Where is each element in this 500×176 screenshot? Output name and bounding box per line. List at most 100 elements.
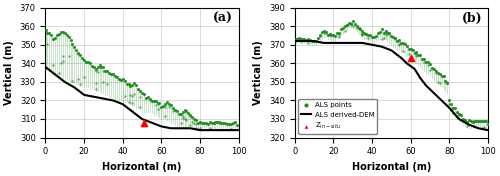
Point <box>386 33 394 36</box>
Point <box>216 122 224 125</box>
Point <box>358 30 366 33</box>
Point <box>154 102 162 104</box>
Point <box>109 72 117 75</box>
Point <box>120 95 128 98</box>
Point <box>208 122 216 124</box>
Point <box>206 121 214 124</box>
Point <box>126 94 134 96</box>
Point <box>227 127 235 130</box>
Point <box>296 40 304 43</box>
Point <box>47 33 55 36</box>
Point <box>74 52 82 54</box>
Point <box>414 54 422 56</box>
Point <box>167 104 175 107</box>
Point <box>432 70 440 73</box>
Point <box>306 39 314 42</box>
Point <box>376 30 384 33</box>
Point <box>364 36 372 39</box>
Point <box>470 125 478 128</box>
Point <box>362 32 370 35</box>
Point <box>434 71 442 74</box>
Point <box>49 64 57 66</box>
Point <box>420 58 428 61</box>
Point <box>474 119 482 122</box>
Point <box>358 34 366 37</box>
Point <box>57 62 65 65</box>
Point <box>390 36 398 39</box>
Point <box>330 34 338 37</box>
Point <box>202 122 210 124</box>
Point <box>76 83 84 86</box>
Point <box>457 114 465 116</box>
Point <box>350 23 358 26</box>
Point <box>169 107 177 109</box>
Point <box>292 38 300 41</box>
Point <box>404 47 412 50</box>
Point <box>51 37 59 40</box>
Point <box>146 99 154 102</box>
Y-axis label: Vertical (m): Vertical (m) <box>4 40 14 105</box>
Point <box>216 121 224 124</box>
Point <box>352 26 360 29</box>
Point <box>424 63 432 66</box>
Point <box>356 28 364 30</box>
Point <box>128 102 136 105</box>
Point <box>461 119 469 122</box>
Point <box>76 54 84 57</box>
Point <box>348 19 356 22</box>
Point <box>378 27 386 30</box>
Point <box>136 105 144 108</box>
Point <box>358 32 366 35</box>
Point <box>218 121 226 124</box>
Point <box>444 81 452 83</box>
Point <box>418 58 426 61</box>
Point <box>358 31 366 34</box>
Point <box>156 102 164 105</box>
Point <box>410 51 418 54</box>
Point <box>212 121 220 124</box>
Point <box>292 38 300 40</box>
Point <box>136 96 144 99</box>
Point <box>72 49 80 51</box>
Point <box>225 122 233 125</box>
Point <box>59 59 67 62</box>
Point <box>219 122 227 124</box>
Point <box>186 123 194 126</box>
Point <box>80 76 88 78</box>
Point <box>412 53 420 56</box>
Point <box>320 29 328 32</box>
Point <box>337 28 345 30</box>
Point <box>88 64 96 67</box>
Point <box>341 29 349 32</box>
Point <box>399 41 407 44</box>
Point <box>92 87 100 90</box>
Point <box>190 117 198 120</box>
Point <box>62 33 70 36</box>
Point <box>412 51 420 54</box>
Point <box>64 54 72 57</box>
Point <box>186 115 194 117</box>
Point <box>140 93 148 96</box>
Point <box>178 111 186 114</box>
Point <box>144 96 152 98</box>
Point <box>304 41 312 44</box>
Point <box>68 79 76 82</box>
Point <box>395 44 403 47</box>
Point <box>335 32 343 34</box>
Point <box>444 81 452 84</box>
Point <box>171 109 179 111</box>
Point <box>196 121 204 124</box>
Point <box>78 56 86 59</box>
Point <box>399 49 407 52</box>
Point <box>221 121 229 124</box>
Point <box>100 70 108 72</box>
Point <box>455 112 463 115</box>
Point <box>352 24 360 27</box>
Point <box>484 122 492 125</box>
Point <box>428 67 436 69</box>
Point <box>192 119 200 122</box>
Point <box>455 112 463 115</box>
Point <box>318 31 326 34</box>
Point <box>480 120 488 122</box>
Point <box>388 34 396 37</box>
